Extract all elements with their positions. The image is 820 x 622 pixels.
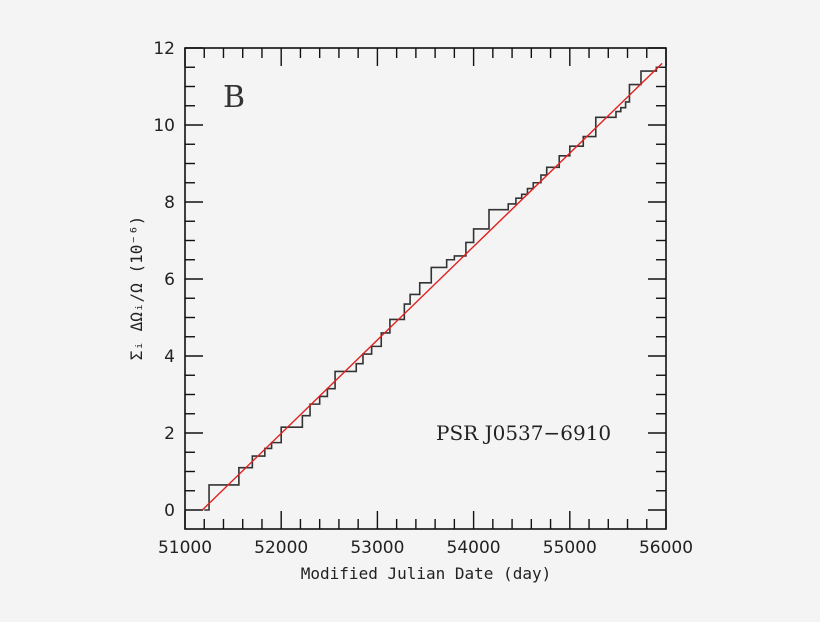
- x-tick-label: 53000: [350, 538, 404, 558]
- y-tick-label: 6: [164, 270, 175, 290]
- tick-labels: 51000 52000 53000 54000 55000 56000 0 2 4 6 8 10 12: [153, 39, 693, 558]
- data-series: [201, 62, 663, 511]
- y-tick-label: 12: [153, 39, 175, 59]
- x-tick-label: 52000: [254, 538, 308, 558]
- panel-label: B: [223, 80, 245, 115]
- y-tick-label: 0: [164, 501, 175, 521]
- axis-ticks: [184, 47, 667, 529]
- y-tick-label: 10: [153, 116, 175, 136]
- x-tick-label: 51000: [158, 538, 212, 558]
- y-tick-label: 2: [164, 424, 175, 444]
- glitch-step-line: [204, 66, 662, 511]
- x-axis-title: Modified Julian Date (day): [301, 564, 551, 583]
- linear-fit-line: [201, 62, 663, 511]
- x-tick-label: 55000: [543, 538, 597, 558]
- y-tick-label: 4: [164, 347, 175, 367]
- x-tick-label: 54000: [447, 538, 501, 558]
- y-tick-label: 8: [164, 193, 175, 213]
- y-axis-title: Σᵢ ΔΩᵢ/Ω (10⁻⁶): [127, 216, 146, 361]
- plot-frame: [184, 47, 667, 530]
- x-tick-label: 56000: [639, 538, 693, 558]
- pulsar-annotation: PSR J0537−6910: [436, 421, 611, 445]
